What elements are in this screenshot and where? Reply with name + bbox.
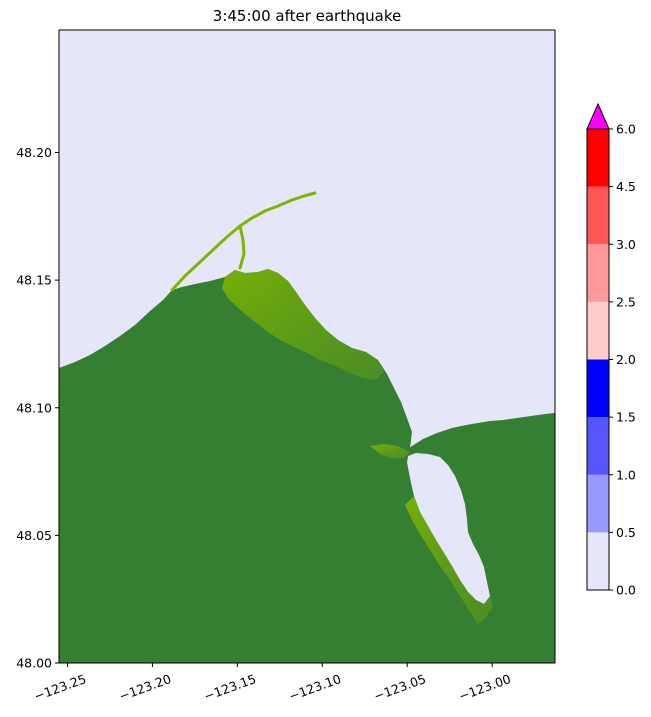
map-title: 3:45:00 after earthquake [213,7,401,25]
colorbar-label: 6.0 [616,122,636,137]
colorbar-label: 2.0 [616,352,636,367]
shallow-zone-dungeness [222,269,384,380]
x-tick-label: −123.25 [32,671,88,704]
y-tick-label: 48.10 [16,400,52,415]
x-axis: −123.25 −123.20 −123.15 −123.10 −123.05 −123.… [32,663,513,704]
y-tick-label: 48.05 [16,528,52,543]
shallow-zone-bay [405,496,493,624]
colorbar-label: 3.0 [616,237,636,252]
colorbar-segment [587,186,609,245]
x-tick-label: −123.10 [287,671,343,704]
map-frame [58,29,556,664]
colorbar-segment [587,359,609,418]
map-axes[interactable] [59,30,555,663]
x-tick-label: −123.05 [372,671,428,704]
spit-hook [238,224,246,270]
colorbar-segment [587,301,609,360]
colorbar-segment [587,244,609,302]
colorbar-segment [587,129,609,187]
colorbar-segment [587,417,609,475]
y-tick-label: 48.15 [16,273,52,288]
colorbar-segment [587,474,609,533]
colorbar-label: 0.0 [616,583,636,598]
colorbar-label: 0.5 [616,525,636,540]
colorbar-segment [587,532,609,590]
x-tick-label: −123.20 [117,671,173,704]
dungeness-spit [170,191,317,292]
y-axis: 48.00 48.05 48.10 48.15 48.20 [16,145,59,671]
land-mass-west [59,269,555,663]
y-tick-label: 48.20 [16,145,52,160]
colorbar: 0.0 0.5 1.0 1.5 2.0 2.5 3.0 4.5 6.0 [586,102,636,598]
x-tick-label: −123.15 [202,671,258,704]
colorbar-label: 4.5 [616,179,636,194]
colorbar-extend-arrow [586,102,610,130]
colorbar-label: 1.0 [616,467,636,482]
x-tick-label: −123.00 [457,671,513,704]
colorbar-label: 1.5 [616,410,636,425]
shallow-zone-inlet [370,444,410,458]
y-tick-label: 48.00 [16,656,52,671]
colorbar-label: 2.5 [616,294,636,309]
